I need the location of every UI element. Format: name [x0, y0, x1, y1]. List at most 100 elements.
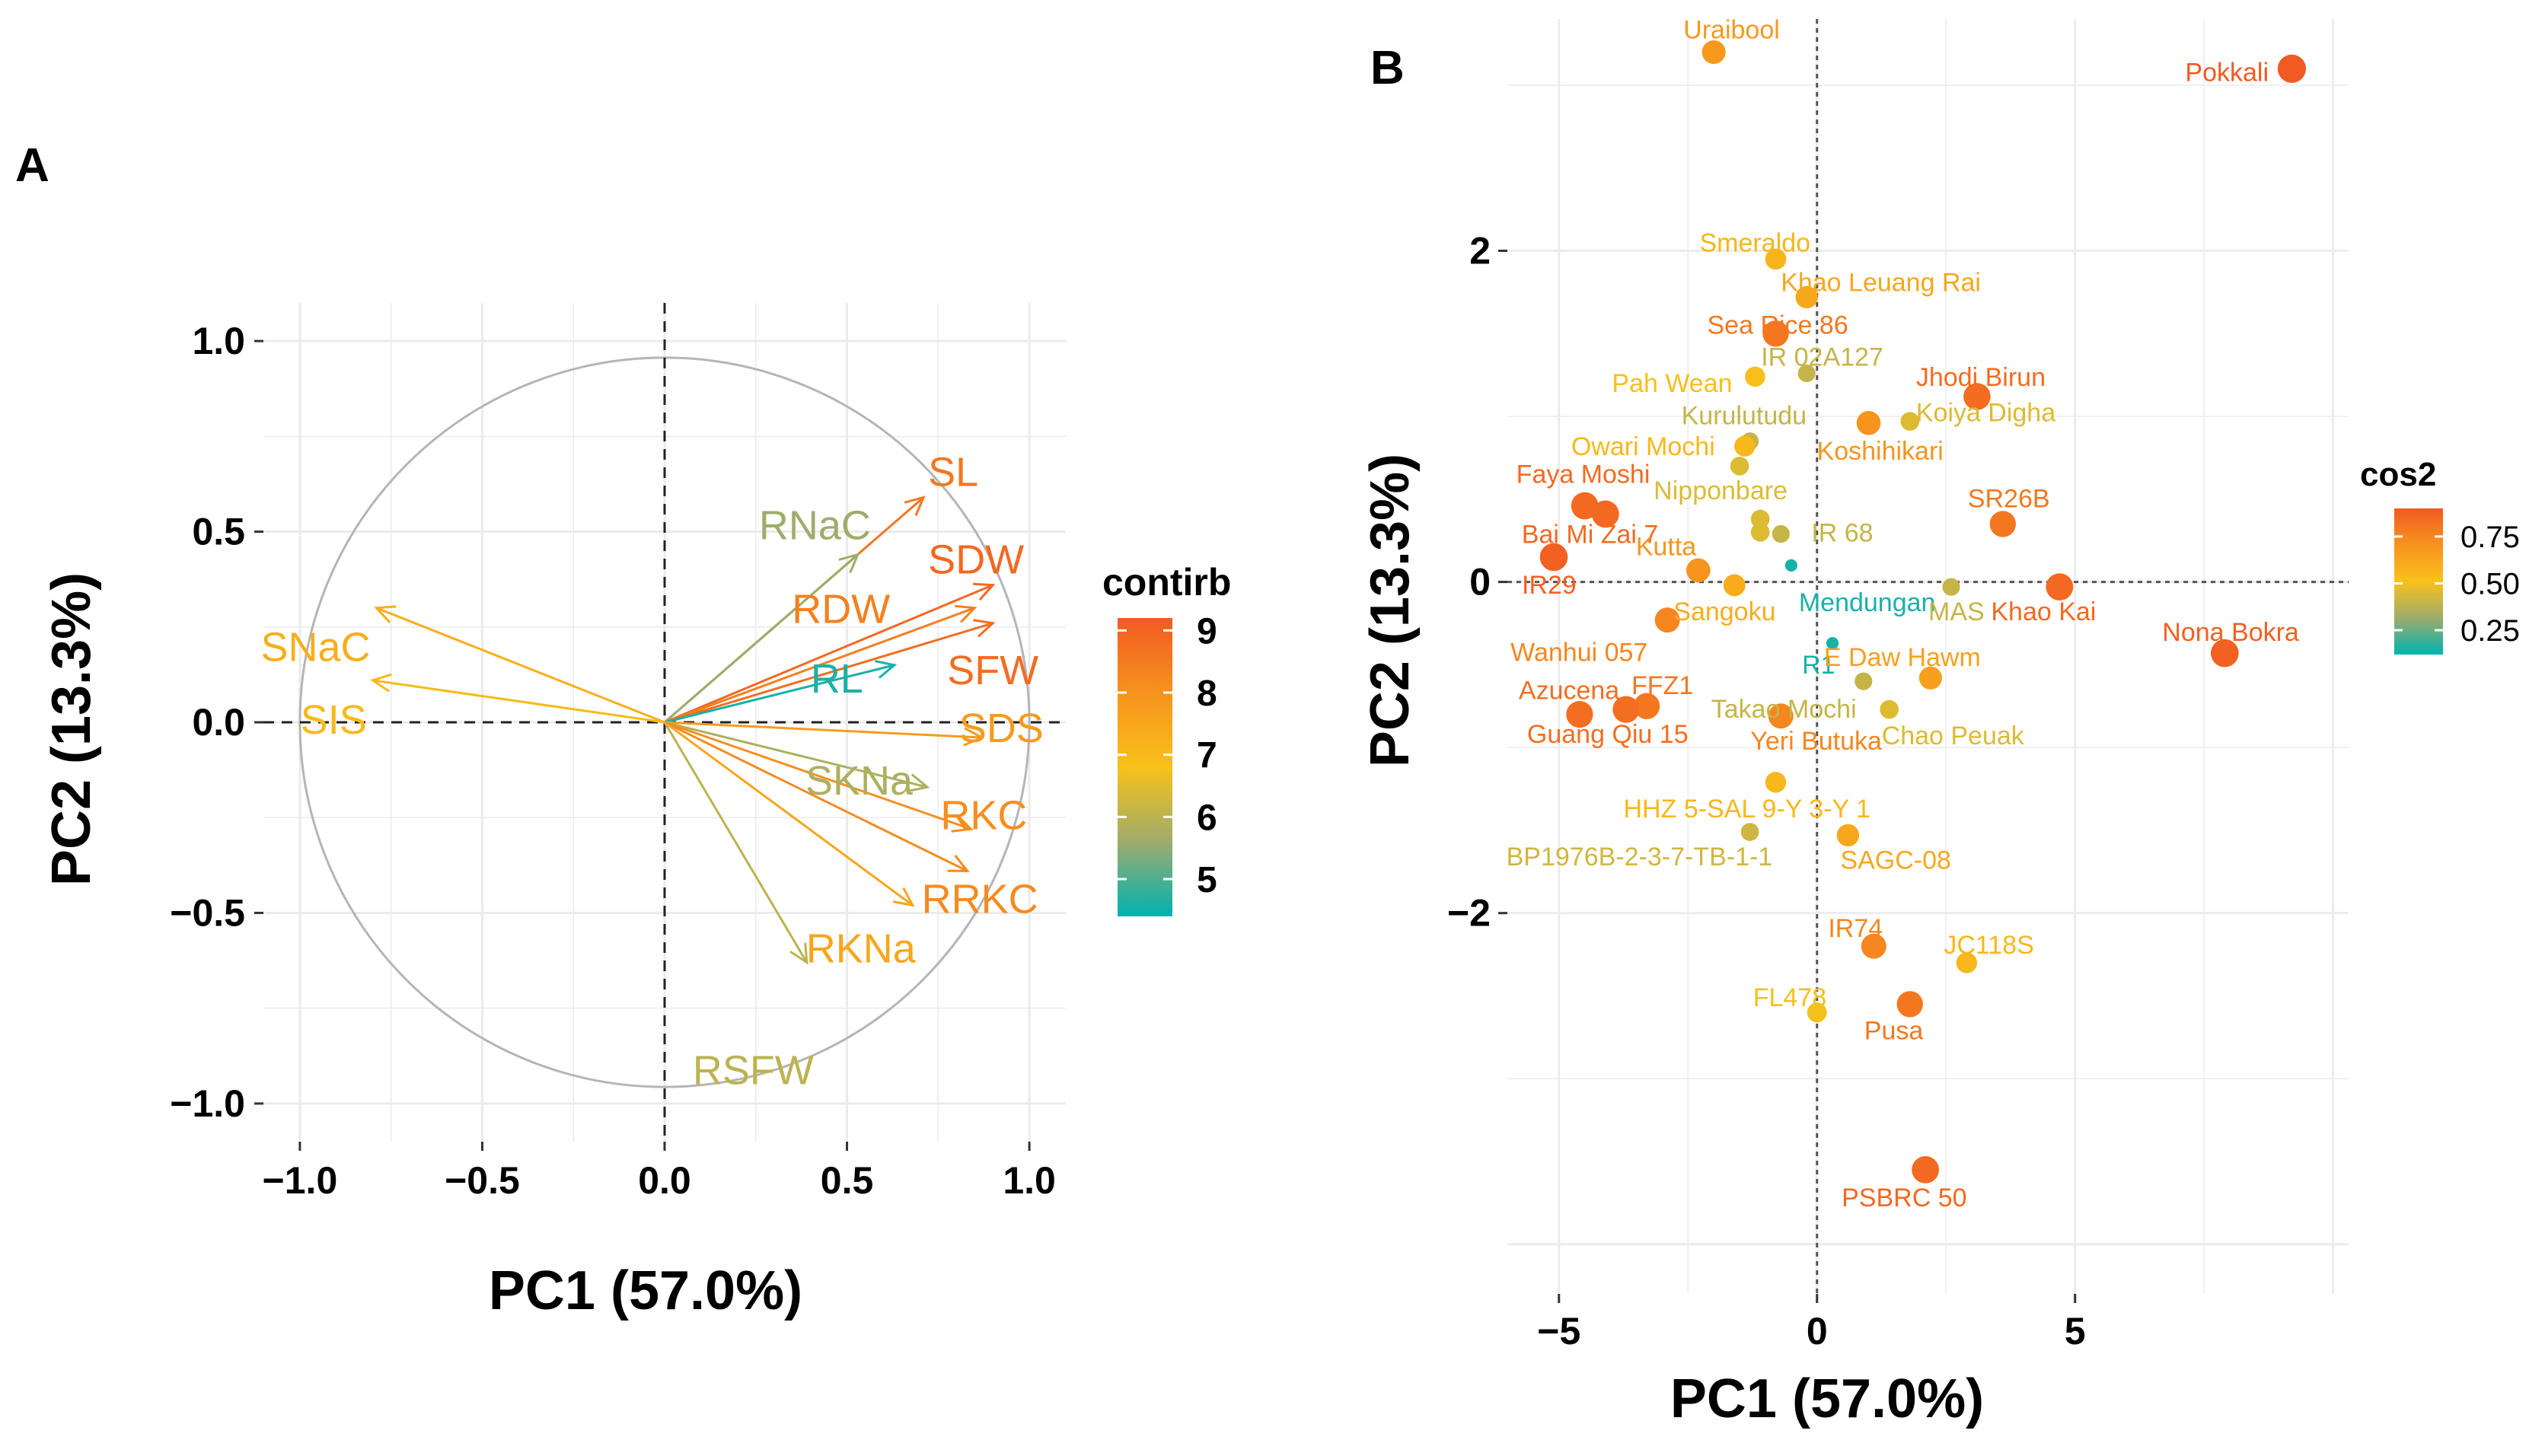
vector-arrowhead-sfw [973, 619, 996, 638]
point-azucena [1566, 701, 1593, 728]
point-yeri-butuka [1768, 703, 1794, 729]
legend-tick-label: 0.25 [2460, 614, 2520, 648]
vector-arrowhead-sis [370, 673, 392, 693]
x-tick-label: 1.0 [1003, 1159, 1056, 1202]
vector-label-sis: SIS [301, 697, 367, 743]
point-ffz1 [1633, 693, 1660, 719]
legend-tick-label: 7 [1197, 736, 1217, 776]
y-tick-label: 0.0 [192, 701, 245, 744]
point-label-koiya-digha: Koiya Digha [1916, 399, 2055, 428]
vector-rnac [664, 553, 859, 724]
panel-b-legend-title: cos2 [2360, 456, 2436, 493]
vector-arrowhead-rrkc [947, 854, 970, 872]
point-label-khao-kai: Khao Kai [1991, 597, 2096, 626]
point-nipponbare-2 [1750, 523, 1770, 542]
panel-b-x-ticks: −5 0 5 [1537, 1294, 2086, 1352]
vector-label-sds: SDS [959, 706, 1044, 751]
x-tick-label: −5 [1537, 1310, 1580, 1352]
panel-b-point-labels: Uraibool Pokkali Smeraldo Khao Leuang Rai Se… [1507, 16, 2299, 1212]
x-tick-label: 0.5 [821, 1159, 874, 1202]
point-label-fl478: FL478 [1753, 983, 1826, 1012]
vector-arrowhead-rl [875, 660, 898, 679]
point-pusa [1896, 991, 1923, 1018]
point-owari-mochi [1734, 435, 1756, 457]
vector-label-skna: SKNa [805, 758, 914, 804]
point-label-pah-wean: Pah Wean [1612, 369, 1732, 398]
vector-label-rsfw: RSFW [693, 1048, 814, 1094]
vector-sis [372, 679, 665, 724]
point-label-mendungan: Mendungan [1799, 588, 1936, 617]
panel-a-y-axis-label: PC2 (13.3%) [41, 572, 102, 886]
point-label-kurulutudu: Kurulutudu [1682, 402, 1807, 431]
panel-a-x-ticks: −1.0 −0.5 0.0 0.5 1.0 [263, 1142, 1056, 1202]
point-label-nipponbare: Nipponbare [1654, 476, 1788, 505]
point-takao-mochi [1855, 672, 1873, 690]
panel-a-unit-circle [298, 356, 1031, 1088]
vector-arrowhead-rdw [955, 604, 977, 623]
point-label-faya-moshi: Faya Moshi [1516, 460, 1650, 489]
point-sangoku [1723, 574, 1746, 597]
vector-label-rdw: RDW [792, 587, 890, 632]
point-label-wanhui-057: Wanhui 057 [1510, 639, 1647, 667]
vector-rkna [664, 721, 914, 906]
point-sr26b [1989, 511, 2016, 537]
panel-a-y-ticks: 1.0 0.5 0.0 −0.5 −1.0 [170, 320, 263, 1125]
point-label-smeraldo: Smeraldo [1700, 228, 1811, 257]
vector-label-rrkc: RRKC [922, 876, 1038, 922]
point-sagc-08 [1836, 824, 1860, 847]
point-ir29 [1539, 543, 1568, 572]
vector-rl [664, 664, 895, 724]
point-jhodi-birun [1963, 383, 1991, 410]
vector-sfw [664, 622, 993, 724]
point-label-guang-qiu-15: Guang Qiu 15 [1527, 720, 1689, 749]
point-mas [1942, 578, 1960, 596]
vector-label-sl: SL [928, 449, 978, 495]
y-tick-label: 1.0 [192, 320, 245, 362]
point-e-daw-hawm [1918, 666, 1942, 690]
point-nipponbare [1750, 509, 1770, 529]
point-label-pusa: Pusa [1864, 1016, 1924, 1045]
legend-tick-label: 0.50 [2460, 567, 2520, 601]
point-label-sr26b: SR26B [1968, 484, 2050, 513]
point-label-chao-peuak: Chao Peuak [1882, 722, 2025, 750]
point-uraibool [1701, 40, 1726, 65]
point-label-sagc-08: SAGC-08 [1840, 846, 1951, 875]
panel-b-y-axis-label: PC2 (13.3%) [1360, 454, 1421, 767]
y-tick-label: −2 [1447, 892, 1491, 935]
point-psbrc-50 [1912, 1155, 1940, 1184]
x-tick-label: −0.5 [445, 1159, 520, 1202]
point-label-mas: MAS [1928, 597, 1985, 626]
point-owari-mochi-2 [1730, 457, 1749, 476]
panel-b-gridlines [1507, 19, 2349, 1294]
panel-a-label: A [15, 139, 49, 192]
point-jc118s [1956, 952, 1978, 973]
vector-arrowhead-sdw [973, 582, 996, 601]
y-tick-label: 0.5 [192, 511, 245, 553]
point-khao-kai [2046, 573, 2074, 601]
vector-label-sfw: SFW [947, 648, 1038, 693]
panel-b-legend-colorbar [2394, 508, 2443, 655]
panel-a-legend-title: contirb [1102, 561, 1231, 604]
panel-b-label: B [1370, 42, 1405, 94]
vector-arrowhead-sl [904, 495, 926, 516]
point-label-yeri-butuka: Yeri Butuka [1750, 727, 1882, 756]
vector-rdw [664, 607, 975, 724]
point-r1 [1826, 636, 1839, 650]
point-kutta [1686, 558, 1711, 583]
point-label-kutta: Kutta [1636, 532, 1696, 561]
vector-arrowhead-sds [963, 727, 985, 747]
point-label-ffz1: FFZ1 [1631, 671, 1693, 700]
vector-label-sdw: SDW [928, 537, 1024, 583]
point-label-r1: R1 [1802, 651, 1835, 680]
point-label-sangoku: Sangoku [1673, 597, 1775, 626]
point-ir74 [1861, 933, 1886, 959]
point-label-owari-mochi: Owari Mochi [1571, 432, 1715, 461]
vector-label-rnac: RNaC [759, 503, 871, 549]
point-label-ir74: IR74 [1828, 914, 1883, 943]
point-label-takao-mochi: Takao Mochi [1711, 695, 1857, 724]
point-label-psbrc-50: PSBRC 50 [1842, 1184, 1966, 1212]
point-label-koshihikari: Koshihikari [1817, 437, 1944, 466]
vector-label-rl: RL [811, 656, 863, 702]
y-tick-label: −1.0 [170, 1082, 245, 1125]
